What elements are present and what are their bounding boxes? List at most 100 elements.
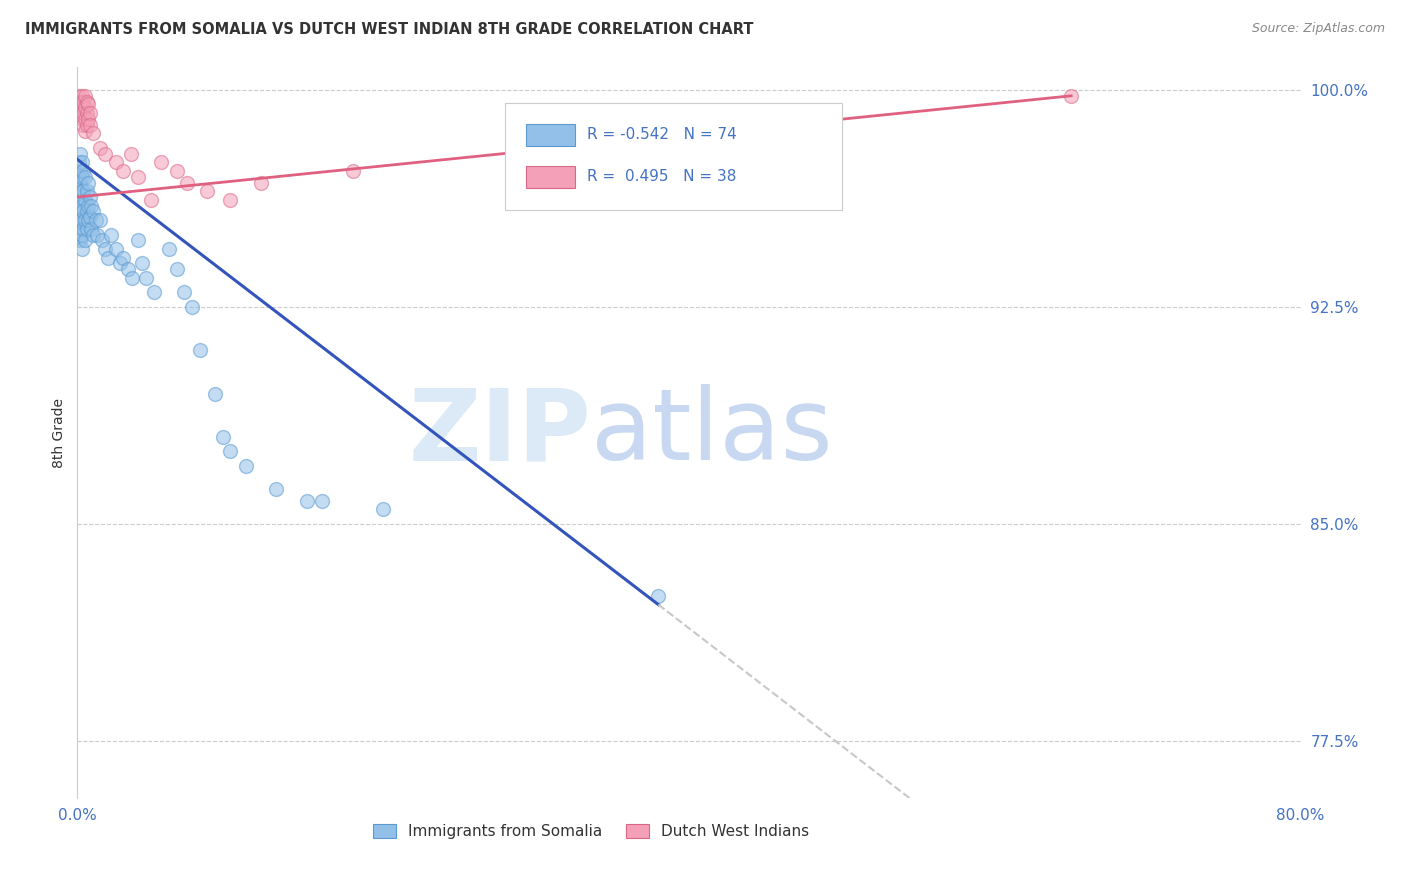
Point: [72, 106, 94, 120]
Point: [311, 493, 333, 508]
Point: [79, 106, 101, 120]
Point: [86, 227, 108, 242]
Text: R =  0.495   N = 38: R = 0.495 N = 38: [588, 169, 737, 184]
Point: [1060, 88, 1083, 103]
Point: [97, 251, 120, 265]
Point: [77, 97, 100, 112]
Point: [73, 88, 96, 103]
Text: atlas: atlas: [591, 384, 832, 481]
Point: [647, 589, 669, 603]
Point: [73, 193, 96, 207]
Point: [76, 106, 98, 120]
Point: [77, 112, 100, 126]
Point: [219, 193, 242, 207]
Point: [69, 213, 91, 227]
Point: [94, 146, 117, 161]
Point: [67, 193, 90, 207]
Point: [70, 112, 93, 126]
Point: [67, 184, 90, 198]
Point: [112, 164, 135, 178]
Point: [82, 127, 104, 141]
Point: [121, 271, 143, 285]
Point: [342, 164, 364, 178]
Point: [70, 213, 93, 227]
Point: [108, 256, 131, 270]
Point: [73, 123, 96, 137]
Point: [69, 164, 91, 178]
Point: [76, 118, 98, 132]
Point: [69, 204, 91, 219]
Point: [67, 213, 90, 227]
Point: [104, 242, 127, 256]
Point: [72, 95, 94, 109]
Point: [250, 176, 273, 190]
Point: [67, 176, 90, 190]
Point: [73, 213, 96, 227]
Point: [90, 233, 112, 247]
Point: [69, 146, 91, 161]
Point: [204, 386, 226, 401]
Point: [76, 184, 98, 198]
Point: [79, 118, 101, 132]
Point: [176, 176, 198, 190]
Point: [112, 251, 135, 265]
Point: [70, 155, 93, 169]
Point: [70, 199, 93, 213]
Text: Source: ZipAtlas.com: Source: ZipAtlas.com: [1251, 22, 1385, 36]
Point: [70, 184, 93, 198]
Point: [94, 242, 117, 256]
Point: [77, 176, 100, 190]
Point: [173, 285, 195, 300]
Text: R = -0.542   N = 74: R = -0.542 N = 74: [588, 128, 737, 143]
Point: [70, 100, 93, 114]
Legend: Immigrants from Somalia, Dutch West Indians: Immigrants from Somalia, Dutch West Indi…: [367, 818, 815, 846]
Point: [211, 430, 233, 444]
Point: [72, 204, 94, 219]
Point: [166, 262, 188, 277]
Point: [76, 204, 98, 219]
Point: [70, 88, 93, 103]
Point: [219, 444, 242, 458]
Point: [73, 169, 96, 184]
Point: [295, 493, 318, 508]
Point: [77, 213, 100, 227]
Point: [70, 227, 93, 242]
Point: [181, 300, 204, 314]
Point: [235, 458, 257, 473]
Point: [72, 222, 94, 236]
Point: [195, 184, 218, 198]
FancyBboxPatch shape: [526, 166, 575, 187]
Point: [524, 155, 547, 169]
Point: [131, 256, 153, 270]
Text: IMMIGRANTS FROM SOMALIA VS DUTCH WEST INDIAN 8TH GRADE CORRELATION CHART: IMMIGRANTS FROM SOMALIA VS DUTCH WEST IN…: [25, 22, 754, 37]
Text: ZIP: ZIP: [408, 384, 591, 481]
Point: [77, 199, 100, 213]
Point: [73, 100, 96, 114]
Point: [73, 112, 96, 126]
Point: [100, 227, 122, 242]
Point: [69, 95, 91, 109]
Point: [264, 482, 287, 496]
FancyBboxPatch shape: [506, 103, 842, 210]
FancyBboxPatch shape: [526, 124, 575, 146]
Point: [72, 184, 94, 198]
Point: [67, 169, 90, 184]
Point: [69, 106, 91, 120]
Point: [67, 88, 90, 103]
Point: [67, 97, 90, 112]
Point: [67, 204, 90, 219]
Point: [80, 222, 103, 236]
Point: [166, 164, 188, 178]
Point: [67, 155, 90, 169]
Point: [69, 233, 91, 247]
Point: [79, 190, 101, 204]
Point: [188, 343, 211, 358]
Point: [84, 213, 107, 227]
Point: [80, 199, 103, 213]
Point: [157, 242, 180, 256]
Point: [371, 502, 394, 516]
Point: [127, 233, 149, 247]
Point: [69, 190, 91, 204]
Point: [82, 204, 104, 219]
Point: [135, 271, 157, 285]
